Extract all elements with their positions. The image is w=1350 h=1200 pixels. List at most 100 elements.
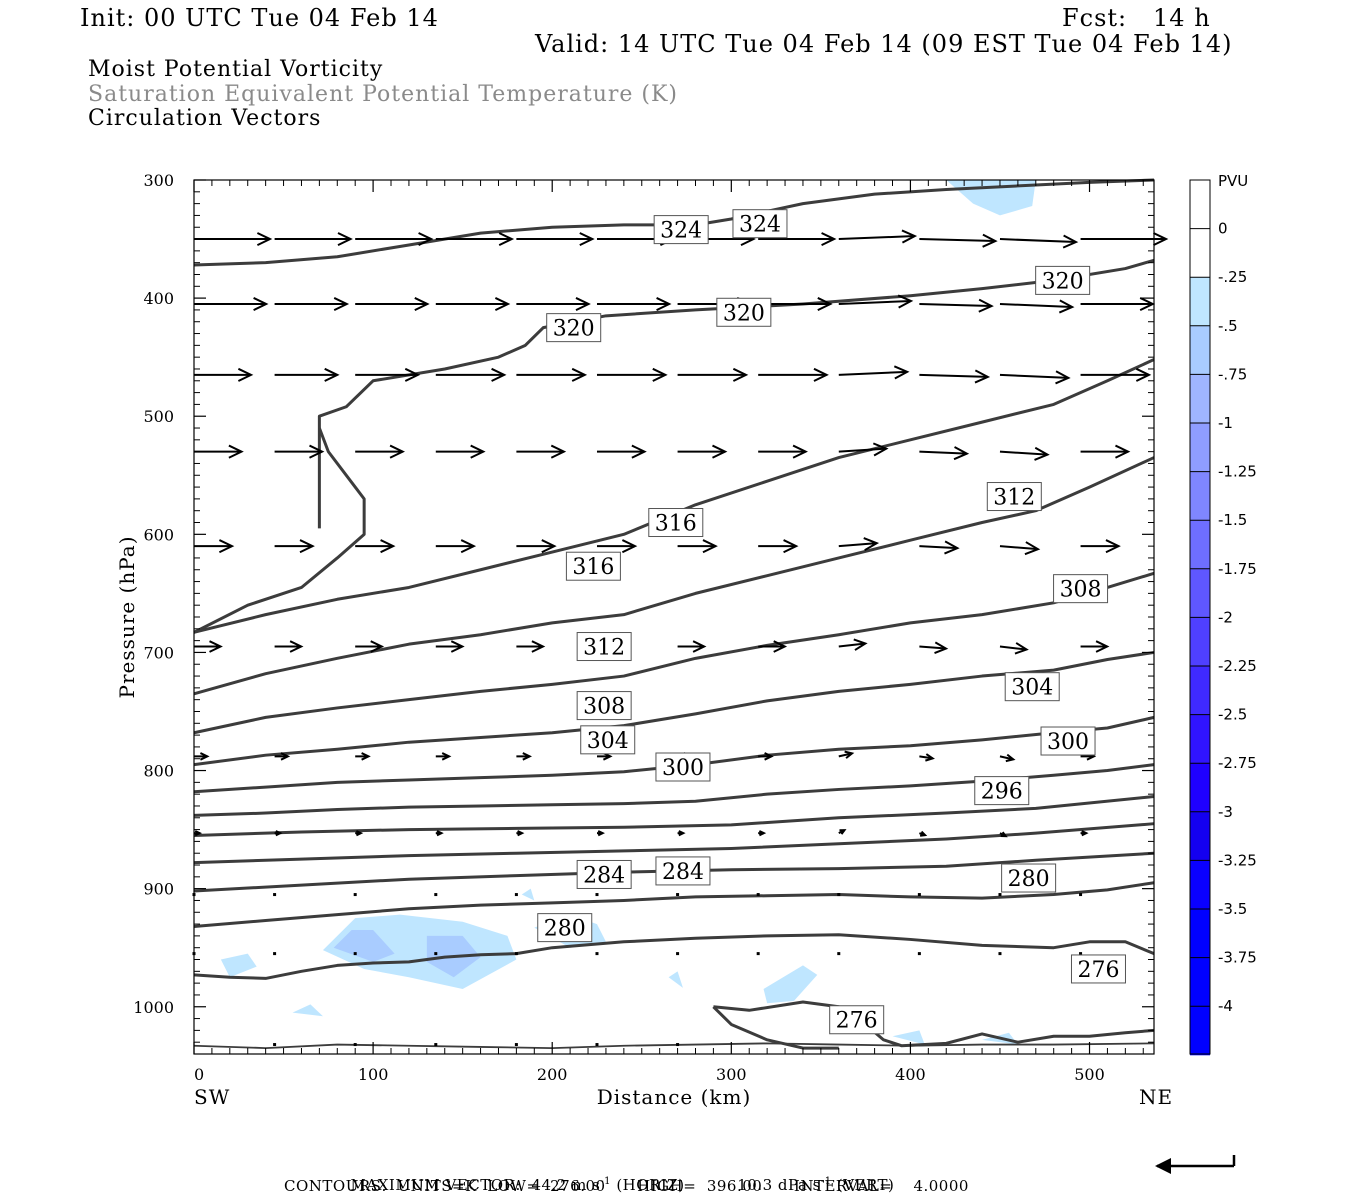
- contour-316: [193, 358, 1155, 634]
- contour-label: 320: [553, 317, 595, 342]
- circulation-vector: [758, 539, 799, 554]
- x-tick-label: 500: [1074, 1065, 1105, 1084]
- contour-276: [712, 1005, 839, 1050]
- vert-max-value: 10.3 dPa s: [737, 1176, 821, 1194]
- circulation-vector: [919, 540, 960, 555]
- contour-label: 300: [1047, 730, 1089, 755]
- circulation-vector: [999, 299, 1075, 314]
- x-end-label-sw: SW: [194, 1085, 230, 1109]
- circulation-vector: [999, 234, 1079, 249]
- pv-shade-area-9: [892, 1030, 925, 1045]
- circulation-vector: [998, 952, 1002, 956]
- circulation-vector: [917, 952, 921, 956]
- contour-label: 296: [981, 780, 1023, 805]
- colorbar-tick-label: -.25: [1218, 268, 1247, 286]
- x-axis-label: Distance (km): [597, 1085, 752, 1109]
- y-tick-label: 900: [143, 880, 174, 899]
- contour-276: [713, 1000, 1155, 1048]
- contour-label: 304: [1011, 676, 1053, 701]
- colorbar-swatch: [1190, 957, 1210, 1007]
- colorbar-swatch: [1190, 714, 1210, 764]
- circulation-vector: [838, 442, 889, 457]
- colorbar-tick-label: -2.75: [1218, 754, 1257, 772]
- contour-292: [193, 795, 1155, 837]
- contour-label-box: [565, 551, 621, 581]
- colorbar-tick-label: -3.5: [1218, 900, 1247, 918]
- circulation-vector: [596, 830, 605, 837]
- contour-label: 312: [993, 486, 1035, 511]
- colorbar-swatch: [1190, 763, 1210, 813]
- y-tick-label: 400: [143, 289, 174, 308]
- circulation-vector: [837, 893, 841, 897]
- circulation-vector: [435, 752, 452, 761]
- circulation-vector: [514, 1043, 518, 1047]
- x-tick-label: 400: [895, 1065, 926, 1084]
- y-tick-label: 600: [143, 525, 174, 544]
- axis-tick-layer: 300 400 500 600 700 800 900 1000 0 100 200 300 400 50…: [133, 171, 1154, 1084]
- max-vector-label: MAXIMUM VECTOR:: [350, 1176, 521, 1194]
- contour-label: 276: [836, 1009, 878, 1034]
- pv-shade-area-1: [220, 953, 257, 978]
- colorbar-tick-label: -3: [1218, 803, 1233, 821]
- circulation-vector: [1080, 444, 1131, 459]
- circulation-vector: [998, 893, 1002, 897]
- circulation-vector: [838, 829, 847, 835]
- contour-label-box: [546, 313, 602, 343]
- circulation-vector: [514, 952, 518, 956]
- circulation-vector: [516, 367, 588, 382]
- circulation-vector: [194, 232, 273, 247]
- circulation-vector: [1079, 952, 1083, 956]
- circulation-vector: [355, 752, 371, 761]
- contour-label-box: [1070, 954, 1126, 984]
- colorbar-swatch: [1190, 811, 1210, 861]
- x-end-label-ne: NE: [1139, 1085, 1173, 1109]
- circulation-vector: [1080, 297, 1156, 312]
- x-tick-label: 200: [537, 1065, 568, 1084]
- contour-label-box: [653, 215, 709, 245]
- contour-276: [193, 933, 1155, 980]
- circulation-vector: [676, 1043, 680, 1047]
- contour-label: 284: [662, 860, 704, 885]
- horiz-max-value: 44.2 m s: [531, 1176, 601, 1194]
- circulation-vector: [194, 297, 269, 312]
- contour-label-box: [576, 859, 632, 889]
- circulation-vector: [677, 444, 728, 459]
- contour-label-box: [1001, 863, 1057, 893]
- colorbar-tick-label: -3.75: [1218, 949, 1257, 967]
- circulation-vector: [596, 297, 672, 312]
- pv-shade-area-7: [668, 971, 683, 988]
- vert-unit: (VERT): [836, 1176, 895, 1194]
- circulation-vector: [838, 294, 914, 309]
- circulation-vector: [758, 830, 767, 837]
- colorbar-tick-label: -1: [1218, 414, 1233, 432]
- y-tick-label: 800: [143, 762, 174, 781]
- circulation-vector: [274, 367, 340, 382]
- contour-312: [193, 456, 1155, 696]
- colorbar-tick-label: -.75: [1218, 365, 1247, 383]
- contour-304: [193, 650, 1155, 767]
- pv-shade-area-3: [333, 929, 395, 962]
- colorbar-tick-label: -2.25: [1218, 657, 1257, 675]
- circulation-vector: [516, 444, 567, 459]
- circulation-vector: [355, 539, 396, 554]
- circulation-vector: [919, 233, 998, 248]
- contour-label: 304: [587, 729, 629, 754]
- circulation-vector: [274, 444, 325, 459]
- circulation-vector: [434, 1043, 438, 1047]
- circulation-vector: [595, 893, 599, 897]
- contour-308: [193, 571, 1155, 735]
- contour-info: CONTOURS: UNITS=K LOW= 276.00 HIGH= 396.…: [284, 1177, 969, 1195]
- circulation-vector: [355, 444, 405, 459]
- y-tick-label: 500: [143, 407, 174, 426]
- circulation-vector: [516, 232, 595, 247]
- field-title-theta-es: Saturation Equivalent Potential Temperat…: [88, 82, 678, 107]
- vert-exponent: -1: [820, 1176, 832, 1187]
- pvu-colorbar: 0 -.25 -.5 -.75 -1 -1.25 -1.5 -1.75 -2 -2.25 -2.5 -…: [1189, 179, 1257, 1056]
- circulation-vector: [194, 444, 244, 459]
- contour-label-box: [576, 691, 632, 721]
- circulation-vector: [1080, 539, 1121, 554]
- circulation-vector: [194, 752, 210, 761]
- circulation-vector: [273, 952, 277, 956]
- circulation-vector: [516, 830, 525, 837]
- contour-label: 280: [544, 917, 586, 942]
